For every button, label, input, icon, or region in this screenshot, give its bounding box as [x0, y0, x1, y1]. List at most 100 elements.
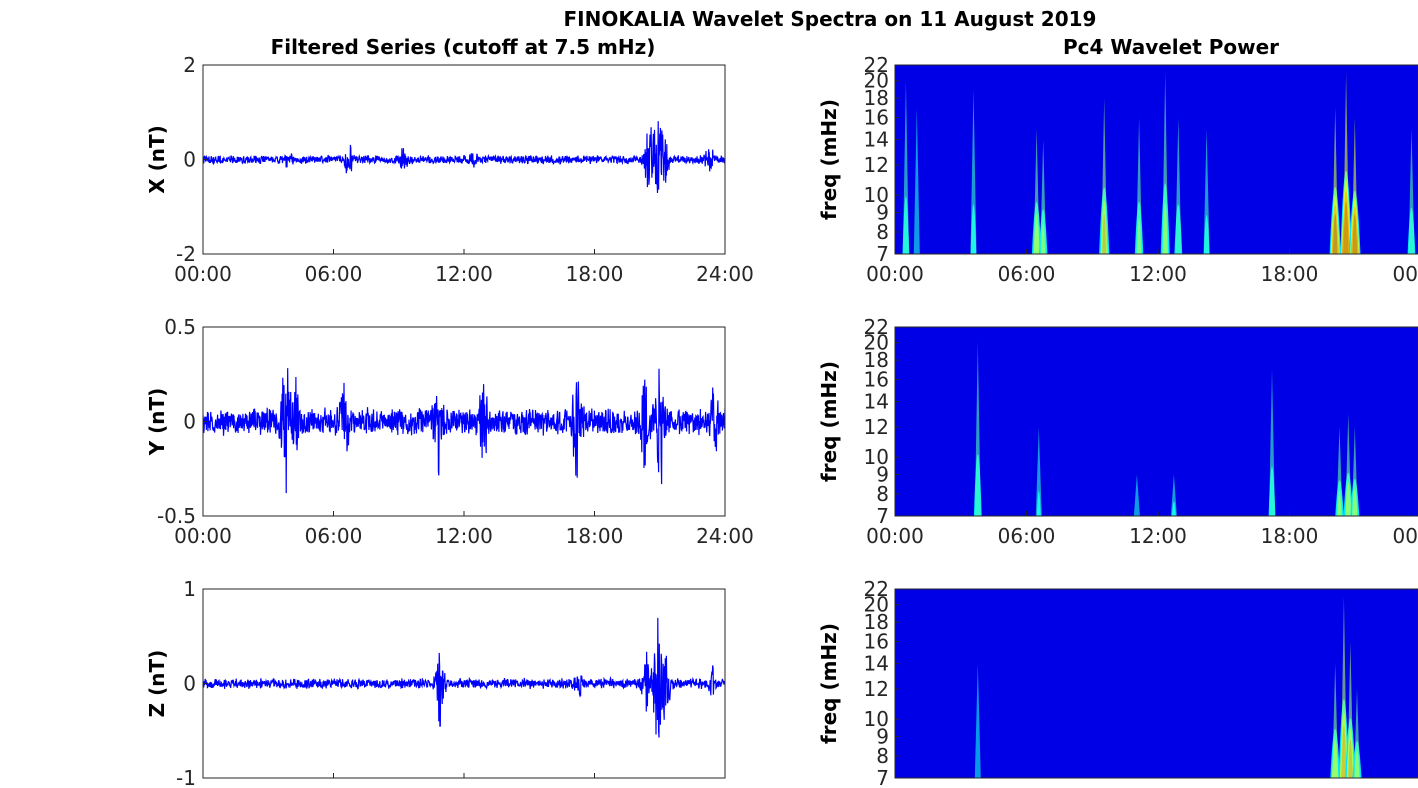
x-tick-label: 12:00 [1129, 524, 1187, 548]
y-tick-label: 10 [864, 183, 889, 207]
power-streak-tail [1175, 117, 1182, 254]
power-streak-tail [1203, 128, 1210, 254]
y-tick-label: -2 [176, 242, 196, 266]
x-tick-label: 00:00 [174, 262, 232, 286]
y-axis-label: Y (nT) [145, 388, 169, 457]
x-tick-label: 06:00 [998, 524, 1056, 548]
power-streak-tail [1033, 128, 1040, 254]
y-tick-label: 2 [183, 53, 196, 77]
series-panel-x: 2 0 -200:00 06:00 12:00 18:00 24:00 X (nT) [145, 53, 754, 286]
axes-box [894, 64, 1418, 255]
power-streak-tail [1347, 641, 1354, 778]
right-column-title: Pc4 Wavelet Power [1063, 35, 1279, 59]
power-streak-tail [1354, 689, 1360, 778]
x-tick-label: 24:00 [696, 262, 754, 286]
x-tick-label: 18:00 [566, 524, 624, 548]
y-axis-label: freq (mHz) [817, 361, 841, 482]
power-background [895, 65, 1418, 254]
x-tick-label: 18:00 [566, 262, 624, 286]
y-tick-label: 12 [864, 153, 889, 177]
y-tick-label: 18 [864, 86, 889, 110]
series-line [203, 368, 725, 494]
power-streak-tail [913, 107, 920, 254]
x-tick-label: 12:00 [435, 524, 493, 548]
series-line [203, 617, 725, 738]
y-tick-label: -1 [176, 766, 196, 788]
y-axis-label: Z (nT) [145, 650, 169, 718]
power-streak-tail [974, 663, 981, 778]
power-streak-tail [1332, 107, 1339, 254]
power-streak-tail [1269, 369, 1275, 516]
y-tick-label: 8 [876, 744, 889, 768]
y-axis-label: freq (mHz) [817, 623, 841, 744]
x-tick-label: 12:00 [1129, 262, 1187, 286]
power-streak-tail [1351, 427, 1358, 516]
axes-box [894, 588, 1418, 779]
y-tick-label: 16 [864, 368, 889, 392]
y-tick-label: 0 [183, 672, 196, 696]
power-streak-tail [1035, 427, 1042, 516]
series-panel-y: 0.5 0 -0.500:00 06:00 12:00 18:00 24:00 Y (nT) [145, 315, 754, 548]
y-axis-label: freq (mHz) [817, 99, 841, 220]
y-tick-label: 7 [876, 504, 889, 528]
power-streak-tail [1040, 139, 1047, 254]
y-tick-label: 9 [876, 463, 889, 487]
y-tick-label: 22 [864, 315, 889, 339]
figure-title: FINOKALIA Wavelet Spectra on 11 August 2… [564, 7, 1097, 31]
power-streak-tail [1136, 117, 1143, 254]
y-tick-label: 10 [864, 707, 889, 731]
x-tick-label: 24:00 [696, 524, 754, 548]
power-streak-tail [1170, 474, 1177, 516]
series-line [203, 121, 725, 194]
x-tick-label: 00 [1393, 524, 1418, 548]
y-tick-label: 10 [864, 445, 889, 469]
x-tick-label: 12:00 [435, 262, 493, 286]
y-tick-label: 0.5 [164, 315, 196, 339]
y-tick-label: 14 [864, 128, 889, 152]
y-tick-label: 16 [864, 106, 889, 130]
y-tick-label: 18 [864, 348, 889, 372]
y-tick-label: 20 [864, 331, 889, 355]
y-axis-label: X (nT) [145, 125, 169, 194]
x-tick-label: 06:00 [305, 524, 363, 548]
power-streak-tail [974, 342, 981, 516]
left-column-title: Filtered Series (cutoff at 7.5 mHz) [271, 35, 656, 59]
power-streak-tail [970, 89, 977, 254]
y-tick-label: 7 [876, 766, 889, 788]
y-tick-label: 12 [864, 415, 889, 439]
power-streak-tail [1408, 128, 1415, 254]
x-tick-label: 00:00 [866, 524, 924, 548]
power-streak-tail [1345, 413, 1352, 516]
power-streak-tail [1133, 474, 1140, 516]
y-tick-label: 14 [864, 652, 889, 676]
power-streak-tail [1343, 72, 1350, 254]
x-tick-label: 00 [1393, 262, 1418, 286]
x-tick-label: 18:00 [1261, 524, 1319, 548]
power-streak-tail [1336, 427, 1343, 516]
power-streak-tail [902, 80, 909, 254]
y-tick-label: 16 [864, 630, 889, 654]
y-tick-label: 9 [876, 725, 889, 749]
y-tick-label: 20 [864, 69, 889, 93]
y-tick-label: 0 [183, 148, 196, 172]
power-background [895, 589, 1418, 778]
y-tick-label: 9 [876, 201, 889, 225]
y-tick-label: 14 [864, 390, 889, 414]
power-streak-tail [1162, 72, 1169, 254]
power-streak-tail [1351, 117, 1358, 254]
power-streaks [902, 72, 1416, 254]
y-tick-label: 8 [876, 220, 889, 244]
power-streaks [974, 596, 1362, 778]
power-background [895, 327, 1418, 516]
x-tick-label: 00:00 [866, 262, 924, 286]
y-tick-label: 12 [864, 677, 889, 701]
x-tick-label: 06:00 [998, 262, 1056, 286]
panels: 20-200:00 06:00 12:00 18:00 24:00X (nT)0.50-… [145, 53, 1418, 788]
y-tick-label: 8 [876, 482, 889, 506]
y-tick-label: 18 [864, 610, 889, 634]
power-streak-tail [1340, 596, 1347, 778]
